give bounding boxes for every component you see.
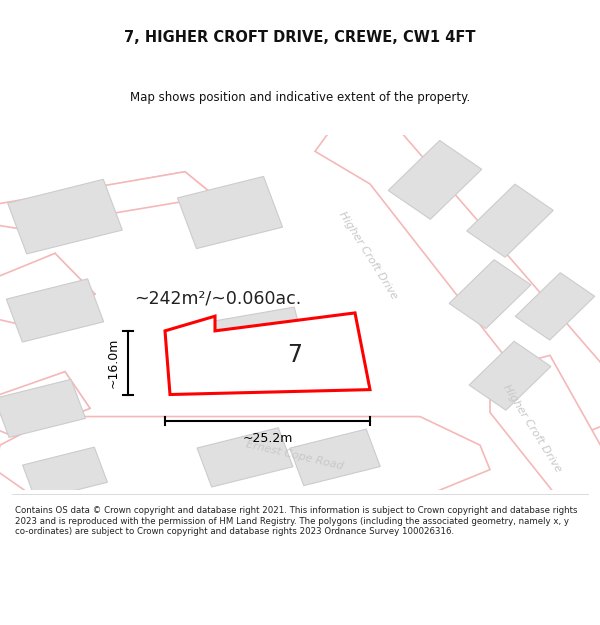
Polygon shape xyxy=(165,313,370,394)
Text: Contains OS data © Crown copyright and database right 2021. This information is : Contains OS data © Crown copyright and d… xyxy=(15,506,577,536)
Polygon shape xyxy=(490,356,600,494)
Text: Map shows position and indicative extent of the property.: Map shows position and indicative extent… xyxy=(130,91,470,104)
Polygon shape xyxy=(0,379,86,438)
Polygon shape xyxy=(290,429,380,486)
Text: ~242m²/~0.060ac.: ~242m²/~0.060ac. xyxy=(134,289,302,308)
Polygon shape xyxy=(449,259,531,329)
Polygon shape xyxy=(315,131,600,441)
Polygon shape xyxy=(201,307,309,379)
Polygon shape xyxy=(0,172,215,229)
Polygon shape xyxy=(515,272,595,340)
Text: Higher Croft Drive: Higher Croft Drive xyxy=(501,383,563,474)
Polygon shape xyxy=(388,141,482,219)
Polygon shape xyxy=(23,447,107,500)
Polygon shape xyxy=(178,176,283,249)
Text: Ernest Cope Road: Ernest Cope Road xyxy=(245,439,344,471)
Polygon shape xyxy=(467,184,553,258)
Polygon shape xyxy=(7,279,104,342)
Text: 7, HIGHER CROFT DRIVE, CREWE, CW1 4FT: 7, HIGHER CROFT DRIVE, CREWE, CW1 4FT xyxy=(124,30,476,45)
Text: ~16.0m: ~16.0m xyxy=(107,338,120,388)
Text: 7: 7 xyxy=(287,343,302,367)
Polygon shape xyxy=(8,179,122,254)
Polygon shape xyxy=(0,416,490,494)
Text: ~25.2m: ~25.2m xyxy=(242,432,293,445)
Polygon shape xyxy=(0,372,90,437)
Polygon shape xyxy=(0,253,95,327)
Text: Higher Croft Drive: Higher Croft Drive xyxy=(337,210,399,301)
Polygon shape xyxy=(197,428,293,487)
Polygon shape xyxy=(469,341,551,410)
